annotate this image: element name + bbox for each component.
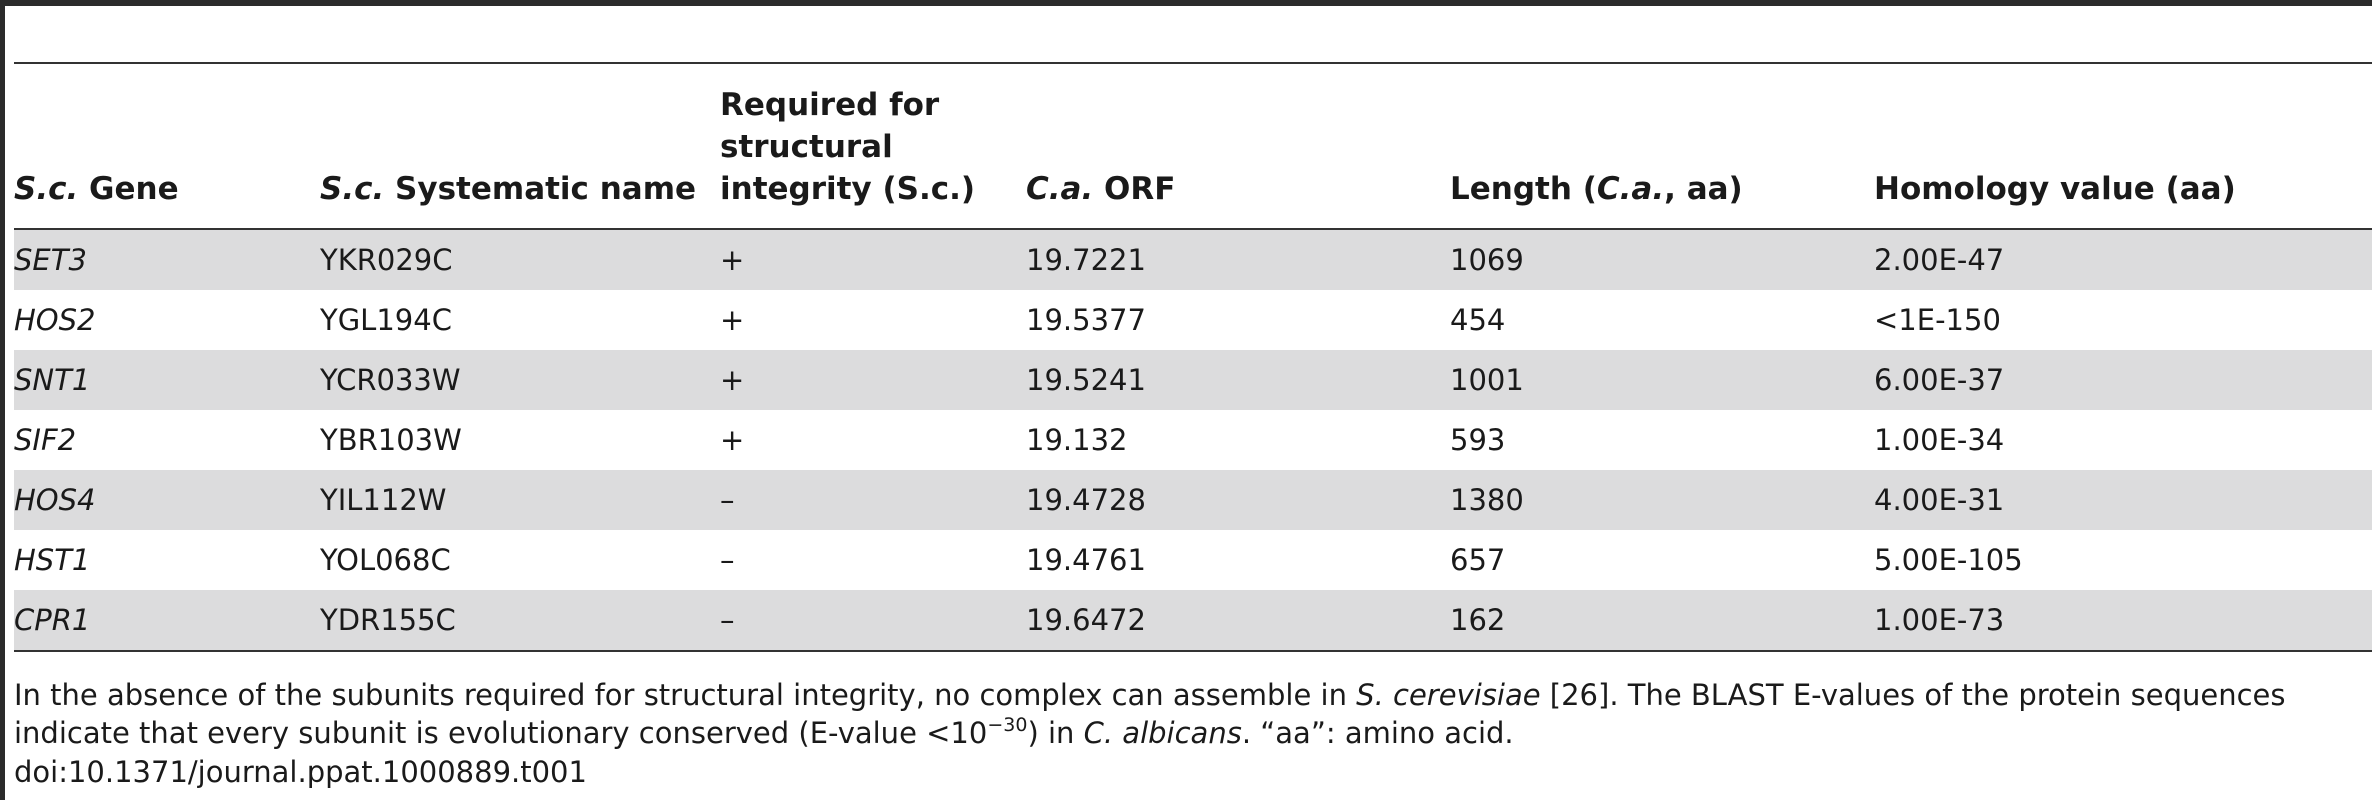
cell-required: –	[720, 483, 735, 517]
cell-length: 454	[1450, 303, 1506, 337]
cell-length: 1380	[1450, 483, 1524, 517]
cell-orf: 19.4761	[1026, 543, 1146, 577]
cell-length: 593	[1450, 423, 1506, 457]
footnote-text-4: . “aa”: amino acid.	[1241, 716, 1514, 750]
top-border	[0, 0, 2372, 6]
cell-systematic-name: YKR029C	[320, 243, 453, 277]
header-orf-label: ORF	[1093, 171, 1176, 207]
cell-systematic-name: YCR033W	[320, 363, 461, 397]
header-length: Length (C.a., aa)	[1450, 63, 1874, 229]
header-homology-label: Homology value (aa)	[1874, 171, 2236, 207]
cell-orf: 19.6472	[1026, 603, 1146, 637]
cell-required: –	[720, 543, 735, 577]
cell-required: +	[720, 363, 745, 397]
header-length-pre: Length (	[1450, 171, 1597, 207]
header-sysname-prefix: S.c.	[320, 171, 385, 207]
cell-length: 1001	[1450, 363, 1524, 397]
cell-orf: 19.7221	[1026, 243, 1146, 277]
table-row: SIF2 YBR103W + 19.132 593 1.00E-34	[14, 410, 2372, 470]
table-container: S.c. Gene S.c. Systematic name Required …	[14, 62, 2372, 652]
footnote-species-1: S. cerevisiae	[1356, 678, 1541, 712]
cell-length: 162	[1450, 603, 1506, 637]
cell-homology: 4.00E-31	[1874, 483, 2005, 517]
footnote-text-3: ) in	[1027, 716, 1084, 750]
cell-required: +	[720, 423, 745, 457]
header-gene-label: Gene	[78, 171, 179, 207]
header-gene-prefix: S.c.	[14, 171, 79, 207]
cell-gene: HST1	[14, 543, 91, 577]
table-header: S.c. Gene S.c. Systematic name Required …	[14, 63, 2372, 229]
cell-systematic-name: YDR155C	[320, 603, 456, 637]
cell-homology: <1E-150	[1874, 303, 2001, 337]
header-sysname-label: Systematic name	[384, 171, 697, 207]
cell-orf: 19.4728	[1026, 483, 1146, 517]
header-orf-prefix: C.a.	[1026, 171, 1094, 207]
header-orf: C.a. ORF	[1026, 63, 1450, 229]
cell-systematic-name: YGL194C	[320, 303, 452, 337]
table-row: HOS4 YIL112W – 19.4728 1380 4.00E-31	[14, 470, 2372, 530]
table-row: SNT1 YCR033W + 19.5241 1001 6.00E-37	[14, 350, 2372, 410]
data-table: S.c. Gene S.c. Systematic name Required …	[14, 62, 2372, 652]
cell-systematic-name: YIL112W	[320, 483, 447, 517]
cell-required: –	[720, 603, 735, 637]
cell-gene: SNT1	[14, 363, 91, 397]
cell-gene: HOS4	[14, 483, 96, 517]
header-gene: S.c. Gene	[14, 63, 320, 229]
cell-gene: SIF2	[14, 423, 77, 457]
cell-orf: 19.132	[1026, 423, 1128, 457]
cell-gene: SET3	[14, 243, 87, 277]
cell-gene: CPR1	[14, 603, 91, 637]
footnote-text-1: In the absence of the subunits required …	[14, 678, 1357, 712]
cell-systematic-name: YOL068C	[320, 543, 451, 577]
footnote-species-2: C. albicans	[1083, 716, 1242, 750]
header-required-label: Required for structural integrity (S.c.)	[720, 87, 976, 207]
cell-gene: HOS2	[14, 303, 96, 337]
cell-systematic-name: YBR103W	[320, 423, 462, 457]
header-homology: Homology value (aa)	[1874, 63, 2372, 229]
cell-required: +	[720, 243, 745, 277]
table-row: HOS2 YGL194C + 19.5377 454 <1E-150	[14, 290, 2372, 350]
cell-length: 657	[1450, 543, 1506, 577]
table-row: SET3 YKR029C + 19.7221 1069 2.00E-47	[14, 229, 2372, 290]
doi-link[interactable]: doi:10.1371/journal.ppat.1000889.t001	[14, 755, 587, 789]
header-length-post: , aa)	[1664, 171, 1743, 207]
header-row: S.c. Gene S.c. Systematic name Required …	[14, 63, 2372, 229]
cell-orf: 19.5241	[1026, 363, 1146, 397]
cell-orf: 19.5377	[1026, 303, 1146, 337]
footnote-exponent: −30	[987, 714, 1028, 736]
cell-required: +	[720, 303, 745, 337]
cell-homology: 2.00E-47	[1874, 243, 2005, 277]
table-row: CPR1 YDR155C – 19.6472 162 1.00E-73	[14, 590, 2372, 651]
cell-length: 1069	[1450, 243, 1524, 277]
header-length-italic: C.a.	[1596, 171, 1665, 207]
cell-homology: 1.00E-34	[1874, 423, 2005, 457]
header-required: Required for structural integrity (S.c.)	[720, 63, 1026, 229]
table-body: SET3 YKR029C + 19.7221 1069 2.00E-47 HOS…	[14, 229, 2372, 651]
table-footnote: In the absence of the subunits required …	[14, 676, 2372, 752]
cell-homology: 5.00E-105	[1874, 543, 2023, 577]
footnote-text-2: [26]. The BLAST E-values of the protein …	[14, 678, 2286, 750]
table-row: HST1 YOL068C – 19.4761 657 5.00E-105	[14, 530, 2372, 590]
cell-homology: 1.00E-73	[1874, 603, 2005, 637]
left-border	[0, 0, 5, 800]
cell-homology: 6.00E-37	[1874, 363, 2005, 397]
header-systematic-name: S.c. Systematic name	[320, 63, 720, 229]
